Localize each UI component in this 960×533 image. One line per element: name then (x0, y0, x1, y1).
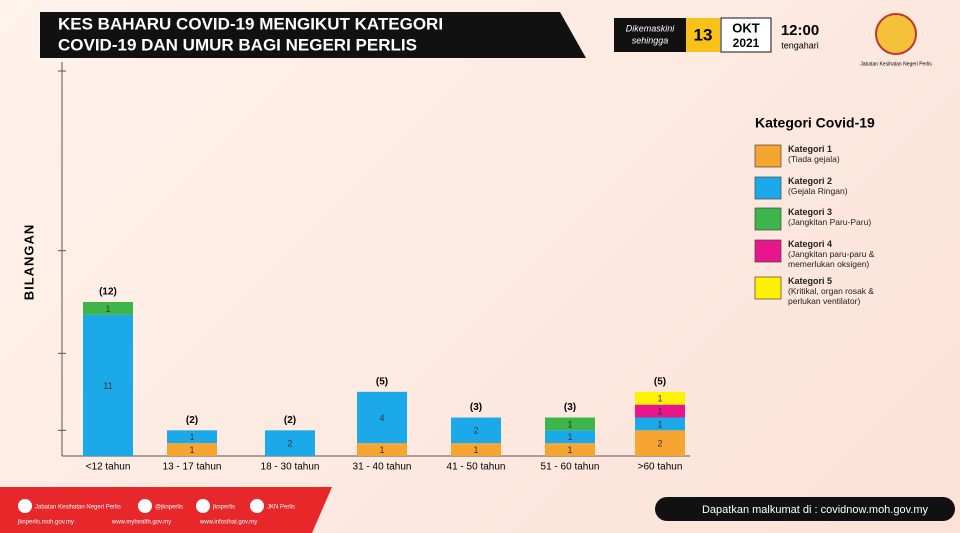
legend-swatch (754, 176, 782, 200)
segment-label: 1 (189, 432, 194, 442)
total-label: (2) (186, 415, 198, 426)
bar-segment (83, 314, 133, 456)
bar-segment (545, 417, 595, 431)
legend-swatch (754, 144, 782, 168)
legend-swatch (754, 276, 782, 300)
social-label: jknperlis (212, 505, 235, 511)
segment-label: 1 (657, 406, 662, 416)
total-label: (3) (564, 402, 576, 413)
legend-name: Kategori 3 (788, 207, 833, 217)
time: 12:00 (781, 22, 819, 39)
segment-label: 11 (103, 381, 112, 391)
info: Dapatkan malkumat di : covidnow.moh.gov.… (702, 504, 929, 516)
segment-label: 2 (657, 439, 662, 449)
bar-segment (451, 417, 501, 444)
legend-title: Kategori Covid-19 (755, 115, 875, 131)
segment-label: 1 (657, 394, 662, 404)
update-label: Dikemaskini (626, 23, 676, 33)
social-icon (196, 499, 210, 513)
footer-banner (0, 487, 332, 533)
social-label: Jabatan Kesihatan Negeri Perlis (35, 505, 121, 511)
x-tick-label: <12 tahun (86, 462, 131, 473)
footer-link: www.myhealth.gov.my (111, 520, 171, 526)
segment-label: 2 (287, 439, 292, 449)
segment-label: 2 (473, 426, 478, 436)
legend-description: (Tiada gejala) (788, 154, 840, 164)
y-axis-label: BILANGAN (21, 224, 36, 301)
bar-segment (635, 430, 685, 456)
legend-entry: Kategori 5 (Kritikal, organ rosak & perlu… (788, 276, 908, 306)
year: 2021 (733, 36, 760, 50)
legend-name: Kategori 2 (788, 176, 833, 186)
legend-entry: Kategori 4 (Jangkitan paru-paru & memerlu… (788, 239, 908, 269)
x-tick-label: >60 tahun (638, 462, 683, 473)
bar-segment (635, 391, 685, 405)
title: KES BAHARU COVID-19 MENGIKUT KATEGORI (58, 14, 443, 33)
bar-segment (635, 417, 685, 431)
bar-segment (357, 391, 407, 444)
legend-swatch (754, 207, 782, 231)
legend-entry: Kategori 2 (Gejala Ringan) (788, 176, 908, 196)
legend-swatch (754, 239, 782, 263)
date-box (720, 17, 772, 53)
title: COVID-19 DAN UMUR BAGI NEGERI PERLIS (58, 35, 417, 54)
legend-name: Kategori 1 (788, 144, 833, 154)
legend-description: (Gejala Ringan) (788, 186, 848, 196)
legend-entry: Kategori 1 (Tiada gejala) (788, 144, 908, 164)
total-label: (12) (99, 287, 117, 298)
legend-name: Kategori 5 (788, 276, 833, 286)
bar-segment (265, 430, 315, 456)
update-label: sehingga (632, 35, 669, 45)
segment-label: 1 (567, 432, 572, 442)
title-banner (40, 12, 586, 58)
segment-label: 1 (657, 419, 662, 429)
segment-label: 1 (473, 445, 478, 455)
legend-entry: Kategori 3 (Jangkitan Paru-Paru) (788, 207, 908, 227)
bar-segment (167, 430, 217, 444)
x-tick-label: 18 - 30 tahun (261, 462, 320, 473)
bar-segment (357, 443, 407, 456)
footer-link: www.infosihat.gov.my (199, 520, 257, 526)
social-label: @jknperlis (155, 505, 183, 511)
bar-segment (635, 404, 685, 418)
x-tick-label: 13 - 17 tahun (163, 462, 222, 473)
logo (875, 13, 917, 55)
social-icon (250, 499, 264, 513)
total-label: (5) (376, 376, 388, 387)
total-label: (2) (284, 415, 296, 426)
segment-label: 4 (379, 413, 384, 423)
time-note: tengahari (781, 40, 819, 50)
footer-link: jknperlis.moh.gov.my (17, 520, 74, 526)
bar-segment (167, 443, 217, 456)
segment-label: 1 (105, 304, 110, 314)
legend-name: Kategori 4 (788, 239, 833, 249)
bar-segment (545, 443, 595, 456)
total-label: (3) (470, 402, 482, 413)
bar-segment (451, 443, 501, 456)
social-icon (18, 499, 32, 513)
bar-segment (83, 302, 133, 315)
day: 13 (694, 25, 713, 44)
month: OKT (732, 20, 760, 35)
info-banner (655, 497, 955, 521)
x-tick-label: 31 - 40 tahun (353, 462, 412, 473)
bar-segment (545, 430, 595, 444)
legend-description: (Kritikal, organ rosak & perlukan ventil… (788, 286, 874, 306)
x-tick-label: 51 - 60 tahun (541, 462, 600, 473)
logo-text: Jabatan Kesihatan Negeri Perlis (860, 61, 932, 67)
legend-description: (Jangkitan paru-paru & memerlukan oksige… (788, 249, 875, 269)
segment-label: 1 (379, 445, 384, 455)
update-box (614, 18, 686, 52)
segment-label: 1 (567, 445, 572, 455)
segment-label: 1 (567, 419, 572, 429)
total-label: (5) (654, 376, 666, 387)
legend-description: (Jangkitan Paru-Paru) (788, 217, 872, 227)
day-box (686, 18, 720, 52)
segment-label: 1 (189, 445, 194, 455)
social-label: JKN Perlis (267, 505, 295, 511)
social-icon (138, 499, 152, 513)
x-tick-label: 41 - 50 tahun (447, 462, 506, 473)
